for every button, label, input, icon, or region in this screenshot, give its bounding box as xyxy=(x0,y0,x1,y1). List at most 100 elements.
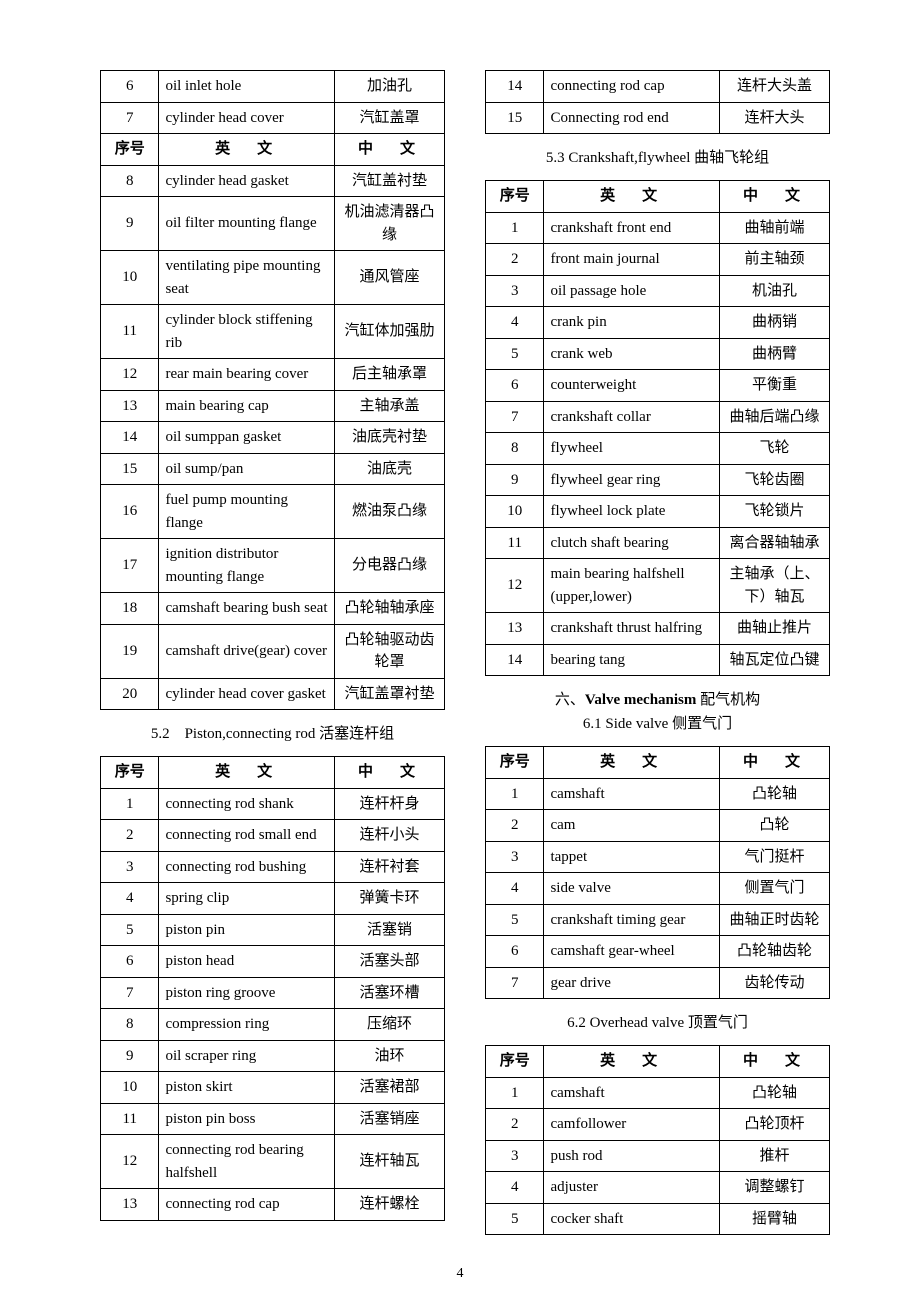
table-row: 16fuel pump mounting flange燃油泵凸缘 xyxy=(101,485,445,539)
cell-eng: counterweight xyxy=(544,370,719,402)
cell-eng: piston pin boss xyxy=(159,1103,334,1135)
cell-num: 7 xyxy=(101,977,159,1009)
cell-eng: spring clip xyxy=(159,883,334,915)
table-row: 3tappet气门挺杆 xyxy=(486,841,830,873)
cell-chi: 机油孔 xyxy=(719,275,829,307)
cell-chi: 汽缸盖罩 xyxy=(334,102,444,134)
cell-eng: flywheel gear ring xyxy=(544,464,719,496)
cell-eng: piston ring groove xyxy=(159,977,334,1009)
cell-eng: tappet xyxy=(544,841,719,873)
table-row: 3oil passage hole机油孔 xyxy=(486,275,830,307)
cell-num: 15 xyxy=(486,102,544,134)
cell-eng: crank pin xyxy=(544,307,719,339)
table-row: 10piston skirt活塞裙部 xyxy=(101,1072,445,1104)
header-chi: 中 文 xyxy=(719,747,829,779)
cell-num: 2 xyxy=(101,820,159,852)
cell-chi: 连杆轴瓦 xyxy=(334,1135,444,1189)
cell-num: 7 xyxy=(101,102,159,134)
cell-chi: 汽缸体加强肋 xyxy=(334,305,444,359)
cell-eng: camfollower xyxy=(544,1109,719,1141)
cell-chi: 连杆小头 xyxy=(334,820,444,852)
table-row: 8cylinder head gasket汽缸盖衬垫 xyxy=(101,165,445,197)
cell-num: 4 xyxy=(101,883,159,915)
header-num: 序号 xyxy=(101,134,159,166)
table-row: 13connecting rod cap连杆螺栓 xyxy=(101,1189,445,1221)
cell-num: 11 xyxy=(101,1103,159,1135)
cell-eng: camshaft xyxy=(544,778,719,810)
cell-chi: 飞轮 xyxy=(719,433,829,465)
table-row: 6piston head活塞头部 xyxy=(101,946,445,978)
cell-chi: 凸轮轴驱动齿轮罩 xyxy=(334,624,444,678)
cell-eng: crankshaft front end xyxy=(544,212,719,244)
t2-body: 序号英 文中 文1connecting rod shank连杆杆身2connec… xyxy=(101,757,445,1221)
cell-chi: 活塞销 xyxy=(334,914,444,946)
section-6-line1-post: 配气机构 xyxy=(696,692,760,708)
cell-eng: fuel pump mounting flange xyxy=(159,485,334,539)
t1-body: 6oil inlet hole加油孔7cylinder head cover汽缸… xyxy=(101,71,445,710)
cell-chi: 连杆衬套 xyxy=(334,851,444,883)
cell-num: 15 xyxy=(101,453,159,485)
cell-num: 1 xyxy=(486,212,544,244)
table-header-row: 序号英 文中 文 xyxy=(486,1046,830,1078)
cell-num: 5 xyxy=(101,914,159,946)
cell-num: 1 xyxy=(486,1077,544,1109)
cell-chi: 连杆螺栓 xyxy=(334,1189,444,1221)
table-row: 5crank web曲柄臂 xyxy=(486,338,830,370)
cell-chi: 前主轴颈 xyxy=(719,244,829,276)
header-eng: 英 文 xyxy=(159,134,334,166)
table-row: 6oil inlet hole加油孔 xyxy=(101,71,445,103)
section-5-3-text: 5.3 Crankshaft,flywheel 曲轴飞轮组 xyxy=(546,150,769,166)
table-row: 10ventilating pipe mounting seat通风管座 xyxy=(101,251,445,305)
cell-num: 9 xyxy=(101,197,159,251)
section-5-2-title: 5.2 Piston,connecting rod 活塞连杆组 xyxy=(100,722,445,746)
cell-num: 4 xyxy=(486,873,544,905)
cell-eng: oil sumppan gasket xyxy=(159,422,334,454)
cell-chi: 曲轴后端凸缘 xyxy=(719,401,829,433)
section-6-line1-pre: 六、 xyxy=(555,692,585,708)
section-6-2-title: 6.2 Overhead valve 顶置气门 xyxy=(485,1011,830,1035)
cell-chi: 活塞裙部 xyxy=(334,1072,444,1104)
cell-num: 14 xyxy=(486,644,544,676)
cell-chi: 凸轮顶杆 xyxy=(719,1109,829,1141)
cell-eng: cylinder head cover xyxy=(159,102,334,134)
table-row: 9oil scraper ring油环 xyxy=(101,1040,445,1072)
cell-num: 11 xyxy=(101,305,159,359)
cell-chi: 主轴承（上、下）轴瓦 xyxy=(719,559,829,613)
table-row: 4spring clip弹簧卡环 xyxy=(101,883,445,915)
table-row: 4adjuster调整螺钉 xyxy=(486,1172,830,1204)
cell-chi: 机油滤清器凸缘 xyxy=(334,197,444,251)
left-column: 6oil inlet hole加油孔7cylinder head cover汽缸… xyxy=(100,70,445,1235)
cell-num: 4 xyxy=(486,307,544,339)
cell-eng: camshaft xyxy=(544,1077,719,1109)
cell-num: 2 xyxy=(486,244,544,276)
cell-num: 9 xyxy=(101,1040,159,1072)
cell-num: 6 xyxy=(101,946,159,978)
cell-num: 10 xyxy=(486,496,544,528)
cell-eng: front main journal xyxy=(544,244,719,276)
cell-num: 10 xyxy=(101,1072,159,1104)
header-chi: 中 文 xyxy=(719,181,829,213)
table-5-3: 序号英 文中 文1crankshaft front end曲轴前端2front … xyxy=(485,180,830,676)
cell-eng: Connecting rod end xyxy=(544,102,719,134)
page: 6oil inlet hole加油孔7cylinder head cover汽缸… xyxy=(0,0,920,1302)
cell-eng: main bearing halfshell (upper,lower) xyxy=(544,559,719,613)
t6-body: 序号英 文中 文1camshaft凸轮轴2camfollower凸轮顶杆3pus… xyxy=(486,1046,830,1235)
cell-chi: 气门挺杆 xyxy=(719,841,829,873)
table-row: 9oil filter mounting flange机油滤清器凸缘 xyxy=(101,197,445,251)
cell-eng: crankshaft collar xyxy=(544,401,719,433)
cell-num: 14 xyxy=(101,422,159,454)
cell-chi: 分电器凸缘 xyxy=(334,539,444,593)
header-num: 序号 xyxy=(101,757,159,789)
cell-chi: 凸轮轴 xyxy=(719,778,829,810)
table-row: 1crankshaft front end曲轴前端 xyxy=(486,212,830,244)
table-row: 6camshaft gear-wheel凸轮轴齿轮 xyxy=(486,936,830,968)
cell-chi: 曲柄销 xyxy=(719,307,829,339)
cell-chi: 燃油泵凸缘 xyxy=(334,485,444,539)
cell-eng: camshaft bearing bush seat xyxy=(159,593,334,625)
cell-eng: flywheel xyxy=(544,433,719,465)
cell-num: 7 xyxy=(486,967,544,999)
header-chi: 中 文 xyxy=(719,1046,829,1078)
header-eng: 英 文 xyxy=(544,747,719,779)
cell-num: 3 xyxy=(101,851,159,883)
t3-body: 14connecting rod cap连杆大头盖15Connecting ro… xyxy=(486,71,830,134)
